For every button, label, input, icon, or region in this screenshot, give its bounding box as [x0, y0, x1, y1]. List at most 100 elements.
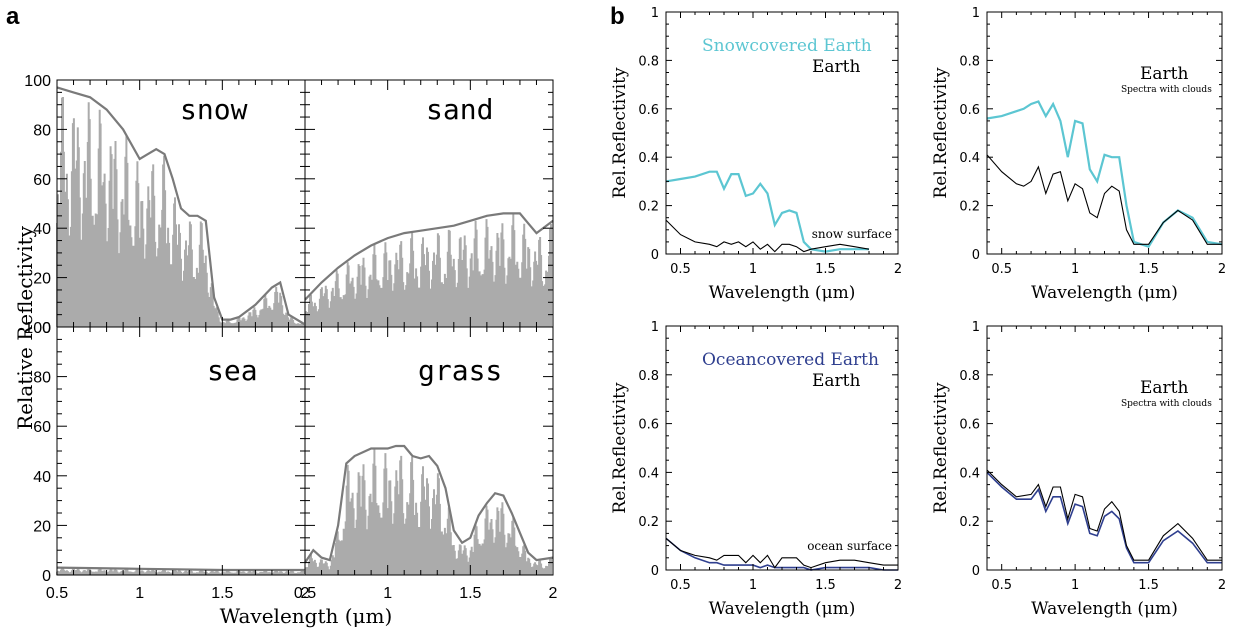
y-tick-label: 1: [651, 320, 659, 335]
y-tick-label: 0: [972, 248, 980, 263]
x-tick-label: 2: [1218, 578, 1226, 593]
subplot-1: 0.5 1 1.5 2 0 0.2 0.4 0.6 0.8 1 Rel.Reflectivity Wa…: [610, 6, 902, 303]
y-tick-label: 0.8: [959, 369, 980, 384]
subplot-3: 0.5 1 1.5 2 0 0.2 0.4 0.6 0.8 1 Rel.Reflectivity Wa…: [610, 320, 902, 619]
panel-a-ylabel: Relative Reflectivity: [13, 225, 37, 430]
x-tick-label: 1: [749, 578, 757, 593]
y-tick-label: 0.4: [638, 151, 659, 166]
plot-frame-sea: [56, 326, 306, 576]
x-tick-label: 0.5: [991, 262, 1012, 277]
x-tick-label: 2: [894, 578, 902, 593]
y-tick-label: 1: [972, 6, 980, 21]
series-line-2: [665, 537, 898, 569]
series-line-1: [986, 471, 1222, 564]
x-axis-label: Wavelength (μm): [1031, 599, 1178, 619]
y-axis-label: Rel.Reflectivity: [931, 67, 951, 199]
surface-annotation: ocean surface: [807, 539, 892, 553]
y-tick-label: 0.4: [959, 466, 980, 481]
y-tick-label: 0.6: [959, 418, 980, 433]
y-tick-label: 0.6: [638, 103, 659, 118]
x-tick-label: 2: [1218, 262, 1226, 277]
y-tick-label: 0.6: [638, 418, 659, 433]
y-tick-label: 0.6: [959, 103, 980, 118]
x-tick-label: 1.5: [459, 585, 481, 602]
y-tick-label: 1: [651, 6, 659, 21]
y-tick-label: 40: [33, 469, 51, 486]
surface-label-snow: snow: [180, 93, 248, 126]
clouds-note: Spectra with clouds: [1121, 399, 1212, 409]
series-line-1: [986, 100, 1223, 249]
series-line-2: [665, 219, 870, 253]
y-tick-label: 0.8: [638, 54, 659, 69]
series-line-1: [665, 537, 898, 571]
surface-label-sand: sand: [426, 93, 493, 126]
x-tick-label: 1.5: [211, 585, 233, 602]
y-tick-label: 0: [42, 320, 51, 337]
y-tick-label: 0.2: [959, 200, 980, 215]
spectrum-envelope-snow: [56, 86, 306, 326]
series-line-2: [986, 154, 1222, 245]
y-tick-label: 0: [651, 564, 659, 579]
y-axis-label: Rel.Reflectivity: [931, 382, 951, 514]
spectrum-envelope-sand: [304, 212, 554, 301]
panel-b-label: b: [610, 3, 625, 30]
surface-label-grass: grass: [418, 354, 502, 387]
x-tick-label: 1.5: [1138, 262, 1159, 277]
panel-a-label: a: [6, 3, 20, 30]
legend-colored: Snowcovered Earth: [702, 36, 872, 56]
y-tick-label: 20: [33, 518, 51, 535]
y-tick-label: 100: [24, 73, 51, 90]
plot-frame: [986, 325, 1223, 571]
panel-a-xlabel: Wavelength (μm): [220, 604, 393, 628]
legend-colored: Oceancovered Earth: [702, 350, 879, 370]
x-tick-label: 0.5: [670, 578, 691, 593]
x-tick-label: 1: [383, 585, 392, 602]
surface-annotation: snow surface: [812, 227, 892, 241]
x-tick-label: 2: [894, 262, 902, 277]
subplot-2: 0.5 1 1.5 2 0 0.2 0.4 0.6 0.8 1 Rel.Reflectivity Wa…: [931, 6, 1226, 303]
x-tick-label: 0.5: [670, 262, 691, 277]
legend-black: Earth: [812, 57, 861, 77]
y-tick-label: 0.2: [959, 515, 980, 530]
y-tick-label: 0: [42, 568, 51, 585]
y-tick-label: 20: [33, 271, 51, 288]
x-tick-label: 0.5: [991, 578, 1012, 593]
legend-black: Earth: [812, 371, 861, 391]
series-line-2: [986, 469, 1222, 561]
legend-black: Earth: [1140, 64, 1189, 84]
y-tick-label: 1: [972, 320, 980, 335]
y-tick-label: 40: [33, 221, 51, 238]
y-tick-label: 0.2: [638, 515, 659, 530]
x-tick-label: 1: [135, 585, 144, 602]
y-tick-label: 0.2: [638, 200, 659, 215]
x-tick-label: 1: [749, 262, 757, 277]
y-axis-label: Rel.Reflectivity: [610, 382, 630, 514]
y-tick-label: 0: [651, 248, 659, 263]
spectrum-envelope-sea: [56, 566, 305, 572]
surface-label-sea: sea: [207, 354, 258, 387]
x-tick-label: 2: [301, 585, 310, 602]
y-tick-label: 100: [24, 320, 51, 337]
x-tick-label: 1.5: [815, 262, 836, 277]
legend-black: Earth: [1140, 378, 1189, 398]
y-tick-label: 0.8: [959, 54, 980, 69]
subplot-4: 0.5 1 1.5 2 0 0.2 0.4 0.6 0.8 1 Rel.Reflectivity Wa…: [931, 320, 1226, 619]
plot-frame: [986, 11, 1223, 255]
x-tick-label: 0.5: [46, 585, 68, 602]
x-axis-label: Wavelength (μm): [709, 599, 856, 619]
y-axis-label: Rel.Reflectivity: [610, 67, 630, 199]
x-tick-label: 1: [1071, 578, 1079, 593]
y-tick-label: 0.4: [638, 466, 659, 481]
clouds-note: Spectra with clouds: [1121, 85, 1212, 95]
x-tick-label: 1.5: [1138, 578, 1159, 593]
x-tick-label: 1: [1071, 262, 1079, 277]
x-axis-label: Wavelength (μm): [709, 283, 856, 303]
y-tick-label: 80: [33, 122, 51, 139]
x-tick-label: 1.5: [815, 578, 836, 593]
spectrum-envelope-grass: [304, 444, 554, 564]
y-tick-label: 0.8: [638, 369, 659, 384]
y-tick-label: 0.4: [959, 151, 980, 166]
y-tick-label: 80: [33, 370, 51, 387]
